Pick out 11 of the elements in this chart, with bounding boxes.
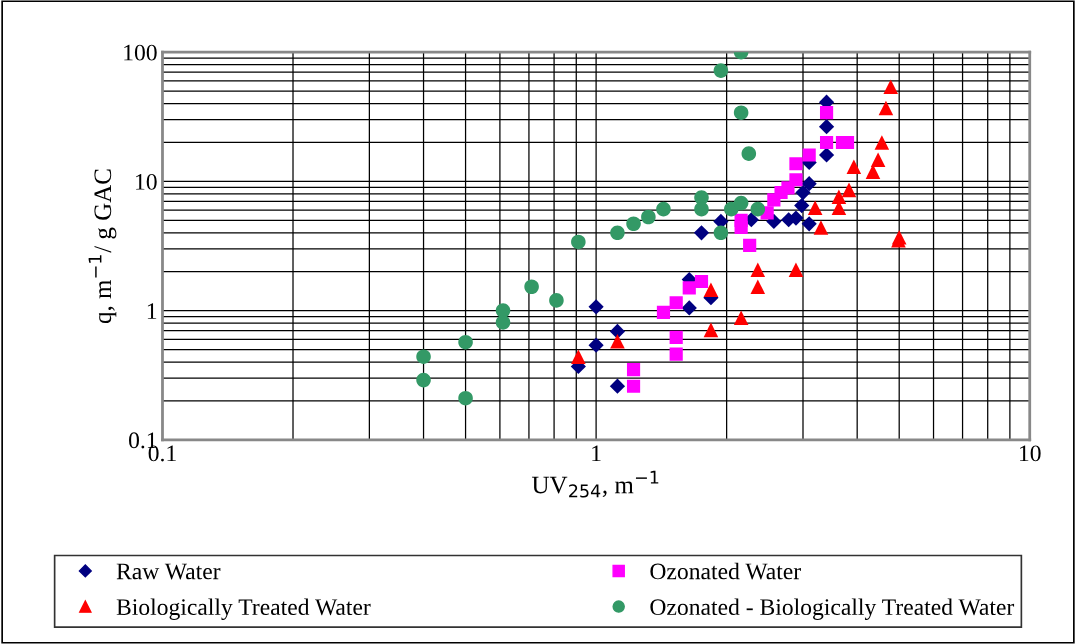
- x-tick-label: 1: [592, 445, 601, 462]
- y-tick-label: 10: [136, 173, 157, 190]
- y-axis-title: q, m$^{−1}$/ g GAC: [88, 169, 117, 324]
- legend-label: Raw Water: [116, 563, 221, 580]
- y-tick-label: 1: [147, 303, 157, 319]
- legend-label: Ozonated - Biologically Treated Water: [650, 598, 1015, 620]
- y-tick-label: 100: [124, 44, 157, 61]
- x-axis-title: UV$_{254}$, m$^{−1}$: [532, 470, 659, 498]
- legend-label: Biologically Treated Water: [116, 598, 371, 620]
- legend-label: Ozonated Water: [650, 562, 801, 580]
- x-tick-label: 10: [1020, 445, 1041, 462]
